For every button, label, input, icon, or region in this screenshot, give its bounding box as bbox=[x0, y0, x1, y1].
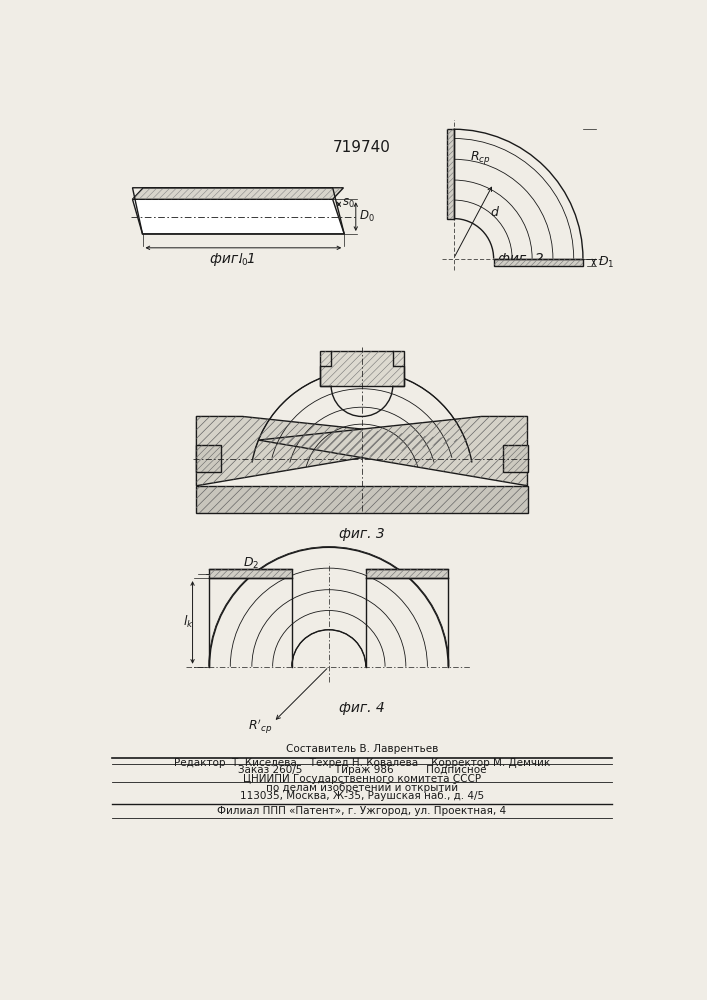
Text: ЦНИИПИ Государственного комитета СССР: ЦНИИПИ Государственного комитета СССР bbox=[243, 774, 481, 784]
Text: 719740: 719740 bbox=[333, 140, 391, 155]
Text: $D_2$: $D_2$ bbox=[243, 556, 259, 571]
Text: Филиал ППП «Патент», г. Ужгород, ул. Проектная, 4: Филиал ППП «Патент», г. Ужгород, ул. Про… bbox=[217, 806, 506, 816]
Text: $R_{cp}$: $R_{cp}$ bbox=[470, 149, 491, 166]
Text: $l_0$: $l_0$ bbox=[238, 252, 249, 268]
Polygon shape bbox=[259, 416, 527, 486]
Text: по делам изобретений и открытий: по делам изобретений и открытий bbox=[266, 783, 458, 793]
Text: фиг. 1: фиг. 1 bbox=[210, 252, 255, 266]
Polygon shape bbox=[209, 569, 292, 578]
Text: $d$: $d$ bbox=[490, 205, 500, 219]
Polygon shape bbox=[448, 129, 454, 219]
Text: $R'_{cp}$: $R'_{cp}$ bbox=[247, 717, 272, 736]
Text: фиг. 4: фиг. 4 bbox=[339, 701, 385, 715]
Polygon shape bbox=[320, 351, 404, 386]
Polygon shape bbox=[197, 416, 465, 486]
Polygon shape bbox=[197, 486, 527, 513]
Text: Составитель В. Лаврентьев: Составитель В. Лаврентьев bbox=[286, 744, 438, 754]
Text: $s_0$: $s_0$ bbox=[342, 197, 355, 210]
Text: $D_0$: $D_0$ bbox=[359, 209, 375, 224]
Polygon shape bbox=[197, 445, 221, 472]
Polygon shape bbox=[503, 445, 527, 472]
Polygon shape bbox=[366, 569, 448, 578]
Polygon shape bbox=[132, 199, 344, 234]
Text: $D_1$: $D_1$ bbox=[598, 255, 614, 270]
Text: Редактор  Т. Киселева    Техред Н. Ковалева    Корректор М. Демчик: Редактор Т. Киселева Техред Н. Ковалева … bbox=[174, 758, 550, 768]
Polygon shape bbox=[493, 259, 583, 266]
Text: фиг. 2: фиг. 2 bbox=[498, 252, 544, 266]
Text: фиг. 3: фиг. 3 bbox=[339, 527, 385, 541]
Text: 113035, Москва, Ж-35, Раушская наб., д. 4/5: 113035, Москва, Ж-35, Раушская наб., д. … bbox=[240, 791, 484, 801]
Text: Заказ 260/5          Тираж 986          Подписное: Заказ 260/5 Тираж 986 Подписное bbox=[238, 765, 486, 775]
Text: $l_k$: $l_k$ bbox=[183, 614, 194, 630]
Polygon shape bbox=[132, 188, 344, 199]
